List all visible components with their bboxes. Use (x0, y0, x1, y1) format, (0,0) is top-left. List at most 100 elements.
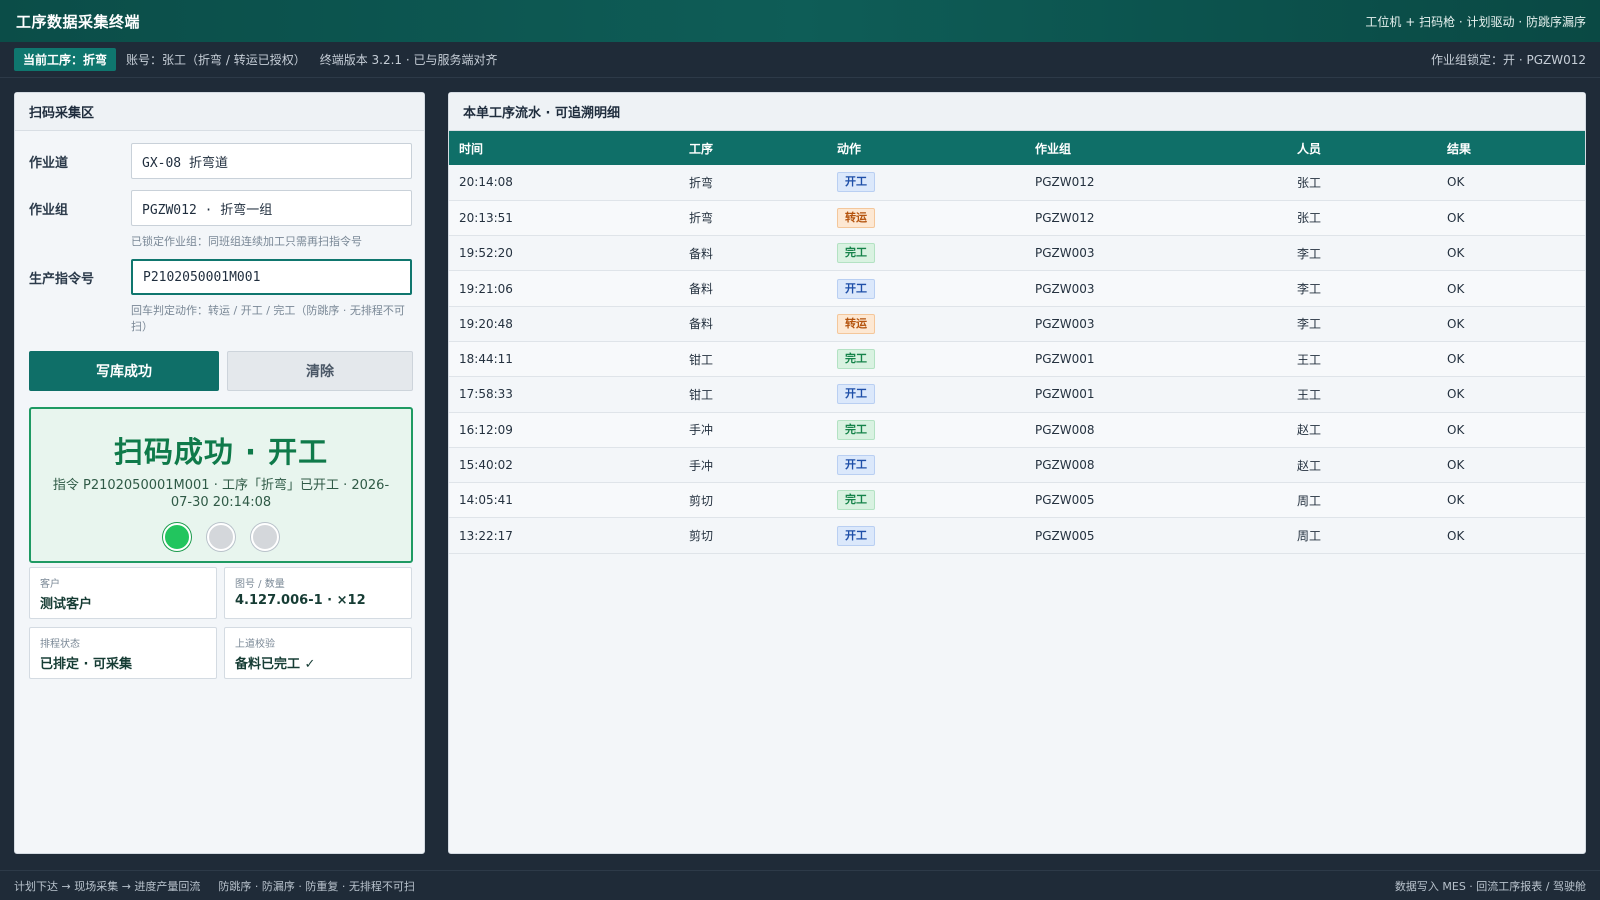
info-card-check: 上道校验 备料已完工 ✓ (224, 627, 412, 679)
table-row[interactable]: 14:05:41 剪切 完工 PGZW005 周工 OK (449, 482, 1585, 518)
cell-group: PGZW008 (1035, 422, 1095, 437)
cell-process: 折弯 (689, 211, 714, 226)
cell-time: 19:21:06 (459, 281, 513, 296)
cell-action: 转运 (827, 200, 1025, 235)
cell-result: OK (1447, 387, 1465, 402)
table-row[interactable]: 18:44:11 钳工 完工 PGZW001 王工 OK (449, 341, 1585, 377)
group-input[interactable] (131, 190, 412, 226)
cell-time: 15:40:02 (459, 458, 513, 473)
submit-button[interactable]: 写库成功 (29, 351, 219, 391)
group-label: 作业组 (29, 202, 69, 218)
action-tag: 转运 (837, 313, 875, 334)
cell-group: PGZW003 (1035, 316, 1095, 331)
card-value: 备料已完工 ✓ (235, 657, 316, 672)
cell-group: PGZW012 (1035, 175, 1095, 190)
clear-button[interactable]: 清除 (227, 351, 413, 391)
table-header-row: 时间 工序 动作 作业组 人员 结果 (449, 131, 1585, 165)
cell-group: PGZW003 (1035, 281, 1095, 296)
account-info: 账号：张工（折弯 / 转运已授权） (126, 53, 306, 67)
cell-action: 开工 (827, 377, 1025, 412)
cell-process: 钳工 (689, 387, 714, 402)
cell-group: PGZW012 (1035, 210, 1095, 225)
table-row[interactable]: 20:13:51 折弯 转运 PGZW012 张工 OK (449, 200, 1585, 236)
cell-time: 13:22:17 (459, 528, 513, 543)
cell-group: PGZW008 (1035, 458, 1095, 473)
cell-result: OK (1447, 493, 1465, 508)
cell-time: 20:14:08 (459, 175, 513, 190)
card-label: 上道校验 (235, 639, 275, 650)
table-row[interactable]: 19:21:06 备料 开工 PGZW003 李工 OK (449, 270, 1585, 307)
info-card-customer: 客户 测试客户 (29, 567, 217, 619)
lane-input[interactable] (131, 143, 412, 179)
cell-time: 19:20:48 (459, 316, 513, 331)
app-header: 工序数据采集终端 工位机 + 扫码枪 · 计划驱动 · 防跳序漏序 (0, 0, 1600, 42)
table-row[interactable]: 19:20:48 备料 转运 PGZW003 李工 OK (449, 306, 1585, 342)
cell-group: PGZW001 (1035, 387, 1095, 402)
cell-time: 19:52:20 (459, 246, 513, 261)
col-time[interactable]: 时间 (459, 141, 484, 156)
action-tag: 开工 (837, 384, 875, 405)
cell-group: PGZW005 (1035, 493, 1095, 508)
table-row[interactable]: 16:12:09 手冲 完工 PGZW008 赵工 OK (449, 412, 1585, 448)
cell-time: 14:05:41 (459, 493, 513, 508)
col-group[interactable]: 作业组 (1035, 141, 1072, 156)
card-value: 4.127.006-1 · ×12 (235, 593, 366, 608)
card-value: 已排定 · 可采集 (40, 657, 132, 672)
cell-person: 周工 (1297, 529, 1322, 544)
lane-label: 作业道 (29, 155, 69, 171)
cell-person: 张工 (1297, 175, 1322, 190)
action-tag: 开工 (837, 278, 875, 299)
cell-time: 20:13:51 (459, 210, 513, 225)
current-process-badge: 当前工序：折弯 (14, 48, 117, 71)
cell-process: 折弯 (689, 175, 714, 190)
cell-person: 李工 (1297, 282, 1322, 297)
table-row[interactable]: 17:58:33 钳工 开工 PGZW001 王工 OK (449, 376, 1585, 413)
cell-result: OK (1447, 316, 1465, 331)
cell-person: 张工 (1297, 211, 1322, 226)
card-label: 客户 (40, 579, 60, 590)
cell-time: 18:44:11 (459, 352, 513, 367)
table-row[interactable]: 19:52:20 备料 完工 PGZW003 李工 OK (449, 235, 1585, 271)
col-person[interactable]: 人员 (1297, 141, 1322, 156)
cell-process: 备料 (689, 246, 714, 261)
cell-action: 完工 (827, 341, 1025, 376)
col-process[interactable]: 工序 (689, 141, 714, 156)
scan-panel-title: 扫码采集区 (15, 93, 424, 131)
order-row: 生产指令号 (29, 259, 412, 295)
status-light-inactive (251, 523, 279, 551)
table-row[interactable]: 13:22:17 剪切 开工 PGZW005 周工 OK (449, 517, 1585, 554)
cell-action: 开工 (827, 271, 1025, 306)
cell-person: 周工 (1297, 493, 1322, 508)
cell-action: 开工 (827, 518, 1025, 553)
action-tag: 转运 (837, 207, 875, 228)
app-tagline: 工位机 + 扫码枪 · 计划驱动 · 防跳序漏序 (1365, 14, 1586, 29)
cell-action: 完工 (827, 236, 1025, 271)
status-lights (31, 523, 411, 551)
cell-result: OK (1447, 210, 1465, 225)
table-row[interactable]: 15:40:02 手冲 开工 PGZW008 赵工 OK (449, 447, 1585, 483)
footer-rules: 防跳序 · 防漏序 · 防重复 · 无排程不可扫 (218, 879, 415, 893)
cell-person: 赵工 (1297, 423, 1322, 438)
order-input[interactable] (131, 259, 412, 295)
cell-result: OK (1447, 281, 1465, 296)
col-action[interactable]: 动作 (837, 141, 862, 156)
footer-right: 数据写入 MES · 回流工序报表 / 驾驶舱 (1394, 879, 1586, 893)
info-bar: 当前工序：折弯 账号：张工（折弯 / 转运已授权） 终端版本 3.2.1 · 已… (0, 42, 1600, 78)
action-tag: 完工 (837, 419, 875, 440)
app-title: 工序数据采集终端 (16, 12, 141, 31)
cell-person: 李工 (1297, 317, 1322, 332)
cell-process: 剪切 (689, 493, 714, 508)
col-result[interactable]: 结果 (1447, 141, 1472, 156)
cell-process: 钳工 (689, 352, 714, 367)
scan-result-box: 扫码成功 · 开工 指令 P2102050001M001 · 工序「折弯」已开工… (29, 407, 413, 563)
cell-time: 16:12:09 (459, 422, 513, 437)
log-panel: 本单工序流水 · 可追溯明细 时间 工序 动作 作业组 人员 结果 20:14:… (448, 92, 1586, 854)
scan-panel: 扫码采集区 作业道 作业组 已锁定作业组：同班组连续加工只需再扫指令号 生产指令… (14, 92, 425, 854)
cell-action: 开工 (827, 447, 1025, 482)
table-row[interactable]: 20:14:08 折弯 开工 PGZW012 张工 OK (449, 165, 1585, 201)
card-value: 测试客户 (40, 597, 93, 612)
scan-result-detail: 指令 P2102050001M001 · 工序「折弯」已开工 · 2026-07… (52, 478, 390, 510)
cell-action: 完工 (827, 483, 1025, 518)
cell-result: OK (1447, 352, 1465, 367)
status-light-inactive (207, 523, 235, 551)
